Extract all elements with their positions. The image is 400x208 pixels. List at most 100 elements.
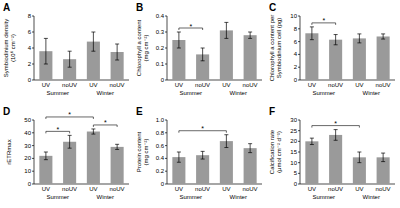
error-bar bbox=[115, 44, 119, 60]
panel: EProtein content(mg cm⁻²)00.20.40.60.81.… bbox=[136, 106, 262, 200]
error-cap bbox=[91, 128, 95, 129]
y-tick-label: 0.1 bbox=[156, 61, 165, 67]
y-tick bbox=[298, 28, 300, 29]
group-label: Summer bbox=[46, 90, 69, 96]
y-tick bbox=[298, 16, 300, 17]
error-cap bbox=[68, 148, 72, 149]
bars bbox=[305, 130, 389, 184]
y-tick bbox=[32, 64, 34, 65]
group-label: Winter bbox=[230, 194, 247, 200]
error-line bbox=[311, 138, 312, 144]
y-tick bbox=[165, 80, 167, 81]
y-tick-label: 0.6 bbox=[156, 143, 165, 149]
bars bbox=[39, 32, 123, 80]
error-bar bbox=[91, 129, 95, 134]
y-tick bbox=[32, 16, 34, 17]
error-line bbox=[178, 32, 179, 48]
bars bbox=[172, 22, 256, 80]
error-line bbox=[359, 152, 360, 163]
error-cap bbox=[224, 147, 228, 148]
error-cap bbox=[115, 144, 119, 145]
x-tick-label: UV bbox=[175, 82, 183, 88]
y-tick-label: 5 bbox=[294, 170, 298, 176]
error-cap bbox=[357, 162, 361, 163]
y-tick bbox=[298, 152, 300, 153]
y-tick bbox=[32, 171, 34, 172]
y-tick-label: 0 bbox=[294, 77, 298, 83]
error-cap bbox=[201, 151, 205, 152]
error-cap bbox=[334, 140, 338, 141]
y-label: (mg cm⁻²) bbox=[143, 34, 149, 61]
y-tick bbox=[165, 132, 167, 133]
y-tick bbox=[32, 145, 34, 146]
significance-label: * bbox=[104, 119, 107, 126]
error-line bbox=[202, 151, 203, 159]
x-tick-label: noUV bbox=[62, 82, 77, 88]
y-tick bbox=[298, 162, 300, 163]
x-tick-label: UV bbox=[42, 186, 50, 192]
error-bar bbox=[357, 152, 361, 163]
panel-letter: E bbox=[136, 106, 143, 117]
y-tick bbox=[165, 64, 167, 65]
error-cap bbox=[334, 34, 338, 35]
x-tick-label: noUV bbox=[110, 82, 125, 88]
error-line bbox=[202, 48, 203, 61]
error-line bbox=[117, 44, 118, 60]
x-tick-label: UV bbox=[308, 82, 316, 88]
error-line bbox=[250, 144, 251, 153]
error-cap bbox=[357, 42, 361, 43]
group-label: Winter bbox=[230, 90, 247, 96]
y-tick-label: 1.0 bbox=[156, 117, 165, 123]
panel: DrETRmax01020304050UVnoUVUVnoUVSummerWin… bbox=[3, 106, 129, 200]
panel: BChlorophyll a content(mg cm⁻²)00.10.20.… bbox=[136, 2, 262, 96]
y-tick-label: 20 bbox=[24, 155, 31, 161]
x-tick-label: noUV bbox=[376, 82, 391, 88]
error-line bbox=[335, 35, 336, 45]
bar bbox=[305, 141, 318, 184]
y-tick bbox=[165, 184, 167, 185]
error-cap bbox=[68, 51, 72, 52]
error-line bbox=[226, 22, 227, 38]
error-bar bbox=[177, 152, 181, 162]
error-cap bbox=[115, 44, 119, 45]
error-cap bbox=[248, 32, 252, 33]
error-cap bbox=[381, 161, 385, 162]
error-cap bbox=[201, 60, 205, 61]
y-tick bbox=[165, 158, 167, 159]
significance-label: * bbox=[56, 126, 59, 133]
x-tick-label: noUV bbox=[243, 186, 258, 192]
significance-label: * bbox=[334, 120, 337, 127]
error-cap bbox=[177, 32, 181, 33]
y-tick bbox=[298, 120, 300, 121]
y-label: (mg cm⁻²) bbox=[143, 138, 149, 165]
y-tick bbox=[298, 41, 300, 42]
error-bar bbox=[177, 32, 181, 48]
error-bar bbox=[381, 153, 385, 162]
error-line bbox=[383, 153, 384, 162]
group-label: Winter bbox=[363, 90, 380, 96]
y-tick-label: 10 bbox=[24, 168, 31, 174]
error-cap bbox=[310, 26, 314, 27]
y-label: Chlorophyll a content per bbox=[269, 15, 275, 82]
bar bbox=[111, 147, 124, 184]
error-cap bbox=[44, 64, 48, 65]
error-line bbox=[383, 34, 384, 39]
y-tick bbox=[165, 32, 167, 33]
y-tick-label: 0 bbox=[294, 181, 298, 187]
x-tick-label: UV bbox=[222, 82, 230, 88]
y-tick-label: 30 bbox=[290, 117, 297, 123]
y-tick bbox=[165, 145, 167, 146]
y-tick-label: 20 bbox=[290, 138, 297, 144]
error-bar bbox=[224, 135, 228, 148]
y-axis bbox=[167, 120, 168, 184]
error-bar bbox=[68, 51, 72, 67]
error-line bbox=[69, 135, 70, 148]
error-cap bbox=[381, 153, 385, 154]
y-label: rETRmax bbox=[6, 139, 12, 164]
bars bbox=[172, 135, 256, 184]
y-tick bbox=[298, 173, 300, 174]
group-label: Summer bbox=[312, 194, 335, 200]
error-cap bbox=[115, 60, 119, 61]
bar bbox=[87, 132, 100, 184]
error-line bbox=[45, 152, 46, 160]
